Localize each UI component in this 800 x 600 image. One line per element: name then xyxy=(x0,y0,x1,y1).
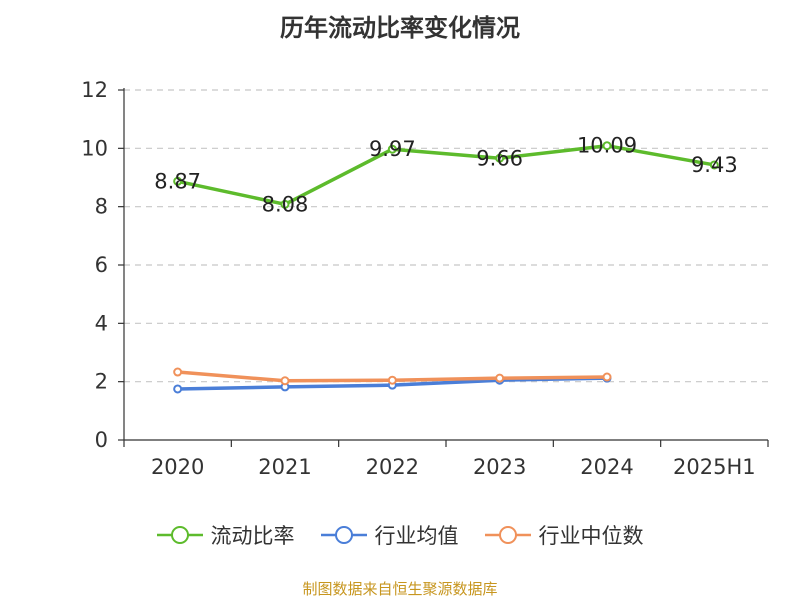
series-line xyxy=(177,143,715,207)
data-point xyxy=(709,160,719,170)
y-tick-label: 2 xyxy=(95,370,108,394)
data-point xyxy=(602,141,612,151)
data-point xyxy=(495,153,505,163)
data-point xyxy=(495,373,505,383)
data-point xyxy=(173,384,183,394)
source-note: 制图数据来自恒生聚源数据库 xyxy=(302,580,498,598)
legend-marker-icon xyxy=(156,526,203,544)
data-label: 9.66 xyxy=(476,146,523,170)
x-tick-label: 2025H1 xyxy=(673,455,756,479)
legend-marker-icon xyxy=(320,526,367,544)
y-tick-label: 0 xyxy=(95,428,108,452)
x-tick-label: 2023 xyxy=(473,455,526,479)
data-label: 10.09 xyxy=(577,134,637,158)
legend: 流动比率 行业均值 行业中位数 xyxy=(0,520,800,550)
legend-item-industry-mean[interactable]: 行业均值 xyxy=(320,520,459,550)
data-point xyxy=(280,376,290,386)
axes: 0 2 4 6 8 10 12 2020 2021 2022 2023 2024 2025H1 xyxy=(81,78,769,479)
data-point xyxy=(173,176,183,186)
data-labels: 8.87 8.08 9.97 9.66 10.09 9.43 xyxy=(154,134,737,217)
x-tick-label: 2020 xyxy=(151,455,204,479)
data-point xyxy=(280,199,290,209)
x-tick-label: 2021 xyxy=(258,455,311,479)
legend-item-current-ratio[interactable]: 流动比率 xyxy=(156,520,295,550)
legend-marker-icon xyxy=(484,526,531,544)
data-point xyxy=(602,372,612,382)
y-tick-label: 8 xyxy=(95,195,108,219)
legend-item-industry-median[interactable]: 行业中位数 xyxy=(484,520,644,550)
x-tick-label: 2022 xyxy=(366,455,419,479)
y-tick-label: 4 xyxy=(95,311,108,335)
gridlines xyxy=(124,89,768,383)
y-tick-label: 12 xyxy=(81,78,108,102)
x-tick-label: 2024 xyxy=(580,455,633,479)
data-point xyxy=(387,375,397,385)
legend-label: 流动比率 xyxy=(210,524,295,548)
chart-title: 历年流动比率变化情况 xyxy=(280,14,520,42)
data-label: 8.08 xyxy=(262,192,309,216)
data-label: 9.97 xyxy=(369,137,416,161)
y-tick-label: 6 xyxy=(95,253,108,277)
data-label: 8.87 xyxy=(154,169,201,193)
data-point xyxy=(387,144,397,154)
data-point xyxy=(173,367,183,377)
legend-label: 行业中位数 xyxy=(538,524,644,548)
legend-label: 行业均值 xyxy=(374,524,459,548)
series-lines xyxy=(173,141,719,394)
data-label: 9.43 xyxy=(691,153,738,177)
y-tick-label: 10 xyxy=(81,136,108,160)
